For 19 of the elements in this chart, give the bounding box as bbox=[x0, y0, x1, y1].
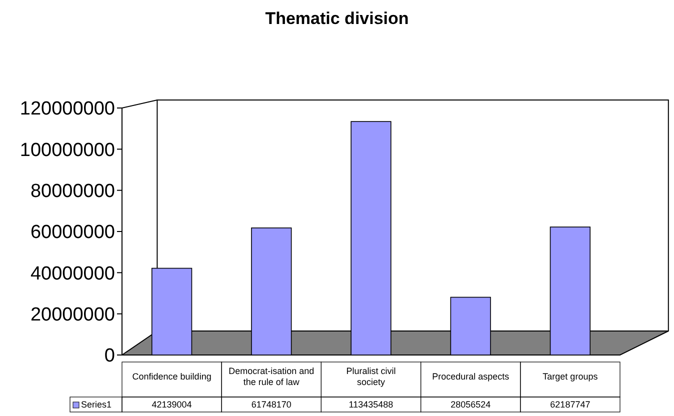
y-tick-label: 120000000 bbox=[20, 98, 115, 120]
data-label: 113435488 bbox=[348, 400, 394, 410]
legend-label: Series1 bbox=[81, 400, 112, 410]
data-label: 42139004 bbox=[152, 400, 192, 410]
x-tick-label: Target groups bbox=[542, 372, 598, 382]
chart-title: Thematic division bbox=[265, 9, 409, 28]
y-tick-label: 80000000 bbox=[30, 180, 115, 202]
y-tick-label: 20000000 bbox=[30, 304, 115, 326]
data-label: 28056524 bbox=[450, 400, 491, 410]
data-label: 61748170 bbox=[251, 400, 292, 410]
x-tick-label: Pluralist civil society bbox=[346, 366, 396, 387]
y-tick-label: 0 bbox=[104, 346, 115, 367]
y-tick-label: 40000000 bbox=[30, 263, 115, 284]
y-tick-label: 100000000 bbox=[20, 140, 115, 161]
y-tick-label: 60000000 bbox=[30, 222, 115, 244]
x-tick-label: Procedural aspects bbox=[432, 372, 510, 382]
x-tick-label: Confidence building bbox=[132, 372, 212, 382]
x-tick-label: Democrat-isation and the rule of law bbox=[228, 366, 314, 387]
data-label: 62187747 bbox=[550, 400, 590, 410]
